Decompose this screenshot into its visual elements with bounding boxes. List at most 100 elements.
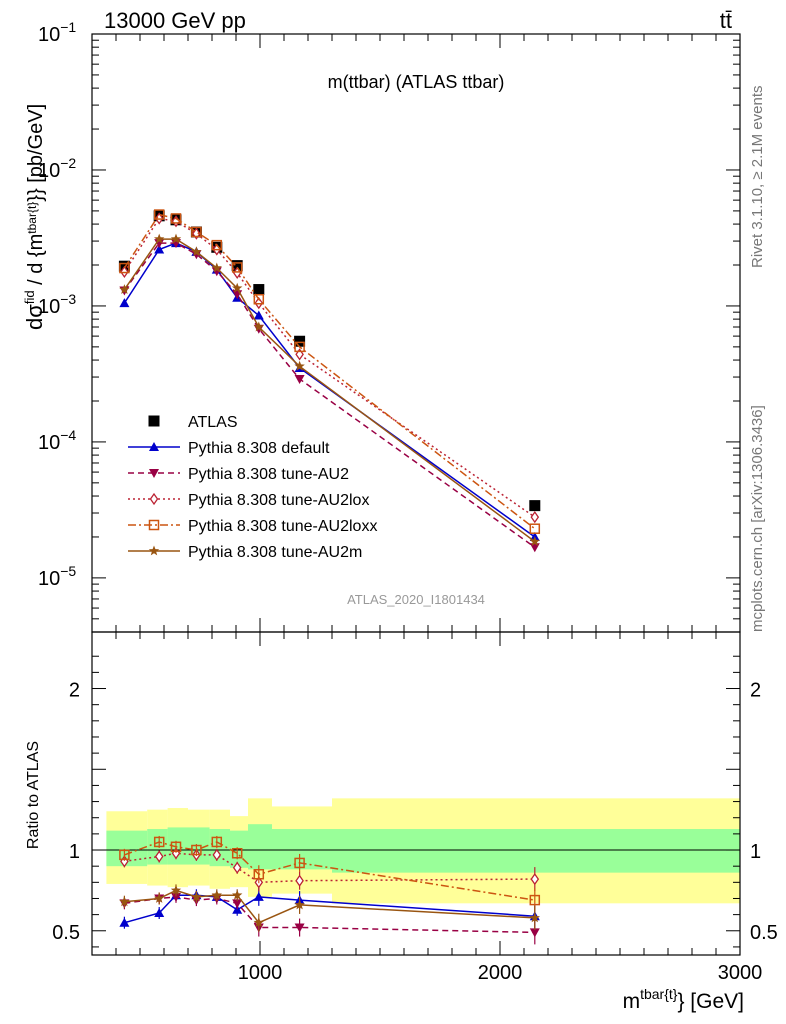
main-point-2-3 [191, 250, 202, 260]
main-ytick-label-2: 10−3 [38, 291, 76, 318]
ratio-point-3-1 [153, 836, 165, 848]
legend-item-1: Pythia 8.308 default [128, 440, 330, 457]
ratio-point-0-1 [154, 908, 165, 918]
main-point-0-7 [294, 335, 306, 347]
main-point-4-6 [253, 294, 265, 305]
main-point-4-4 [211, 239, 223, 251]
ratio-point-4-7 [294, 899, 305, 910]
ratio-ytick-label-right-2: 2 [750, 680, 761, 702]
ratio-series-4 [119, 884, 540, 932]
legend-item-2: Pythia 8.308 tune-AU2 [128, 466, 349, 483]
ratio-point-1-8 [529, 928, 540, 938]
ratio-point-4-2 [170, 884, 182, 895]
ratio-point-4-6 [253, 917, 264, 928]
main-point-4-8 [529, 523, 541, 534]
main-ytick-label-3: 10−4 [38, 427, 76, 454]
ratio-point-3-5 [231, 848, 243, 859]
ratio-xtick-label-1: 2000 [478, 962, 523, 984]
legend: ATLAS Pythia 8.308 default Pythia 8.308 tu… [128, 414, 377, 561]
legend-item-0: ATLAS [148, 414, 238, 431]
legend-label-2: Pythia 8.308 tune-AU2 [188, 466, 349, 483]
main-point-2-8 [529, 543, 540, 553]
legend-marker-3 [149, 492, 159, 506]
ratio-point-4-8 [529, 912, 540, 923]
main-point-5-1 [154, 233, 165, 244]
ratio-ytick-label-right-1: 1 [750, 841, 761, 863]
main-point-4-0 [119, 262, 130, 274]
ratio-point-2-5 [232, 861, 242, 874]
legend-marker-1 [149, 442, 159, 451]
ratio-point-4-0 [119, 896, 130, 907]
main-point-5-0 [119, 284, 130, 294]
ratio-panel: 0.5 0.5 1 1 2 2 1000 2000 3000 Ratio to ATLAS mt… [25, 631, 778, 1013]
legend-label-1: Pythia 8.308 default [188, 440, 330, 457]
header-right: tt̄ [720, 8, 732, 33]
legend-label-0: ATLAS [188, 414, 238, 431]
main-point-5-5 [232, 282, 243, 293]
ratio-point-3-3 [191, 844, 202, 856]
ratio-point-3-7 [294, 857, 305, 869]
ratio-point-4-3 [191, 891, 202, 902]
ratio-line-2 [124, 852, 535, 884]
main-point-0-8 [529, 500, 541, 512]
main-point-5-4 [211, 262, 222, 273]
main-series-4 [119, 209, 541, 534]
ratio-frame [91, 631, 741, 956]
main-ytick-label-1: 10−2 [38, 155, 76, 182]
ratio-point-4-5 [232, 889, 243, 900]
watermark: ATLAS_2020_I1801434 [347, 592, 485, 607]
ratio-point-1-7 [294, 923, 305, 933]
ratio-ytick-label-2: 2 [69, 680, 80, 702]
ratio-point-2-1 [154, 850, 164, 863]
main-point-3-8 [530, 510, 540, 524]
main-title: m(ttbar) (ATLAS ttbar) [328, 72, 505, 92]
ratio-ylabel: Ratio to ATLAS [25, 741, 42, 849]
ratio-band-inner-6 [248, 824, 272, 870]
ratio-point-2-4 [212, 848, 222, 862]
header-left: 13000 GeV pp [104, 8, 246, 33]
main-point-4-2 [170, 213, 182, 224]
ratio-band-inner-8 [332, 829, 740, 873]
legend-label-5: Pythia 8.308 tune-AU2m [188, 544, 362, 561]
ratio-point-2-8 [530, 872, 540, 886]
ratio-point-3-8 [529, 894, 541, 906]
main-series-5 [119, 233, 540, 546]
main-panel: m(ttbar) (ATLAS ttbar) ATLAS_2020_I18014… [22, 19, 741, 633]
main-point-1-0 [119, 298, 130, 308]
ratio-point-0-0 [119, 917, 130, 927]
svg-text:dσfid / d {mtbar{t}}} [pb/GeV]: dσfid / d {mtbar{t}}} [pb/GeV] [22, 104, 47, 330]
main-point-4-5 [231, 262, 243, 273]
legend-label-4: Pythia 8.308 tune-AU2loxx [188, 518, 377, 535]
main-point-5-7 [294, 360, 305, 371]
legend-item-4: Pythia 8.308 tune-AU2loxx [128, 518, 377, 535]
main-point-5-2 [170, 233, 182, 244]
main-ytick-label-0: 10−1 [38, 19, 76, 46]
ratio-xtick-label-0: 1000 [238, 962, 283, 984]
ratio-band-inner-2 [167, 827, 188, 865]
ratio-point-3-0 [119, 849, 130, 861]
ratio-point-3-4 [211, 836, 223, 848]
legend-marker-4 [148, 519, 160, 531]
main-point-2-7 [294, 375, 305, 385]
ratio-point-4-4 [211, 889, 222, 900]
legend-marker-0 [148, 415, 160, 427]
main-line-4 [123, 213, 536, 530]
ratio-point-3-6 [253, 869, 265, 880]
ratio-point-1-5 [232, 899, 243, 909]
main-point-0-5 [231, 260, 243, 272]
ratio-point-0-6 [253, 891, 264, 901]
legend-label-3: Pythia 8.308 tune-AU2lox [188, 492, 369, 509]
main-frame [91, 33, 741, 633]
ratio-point-4-1 [154, 893, 165, 903]
main-point-1-6 [253, 310, 264, 320]
ratio-point-3-2 [170, 841, 182, 853]
main-point-5-3 [191, 246, 202, 257]
ratio-point-1-2 [171, 892, 181, 902]
main-ylabel: dσfid / d {mtbar{t}}} [pb/GeV] [22, 104, 47, 330]
xlabel: mtbar{t}} [GeV] [623, 986, 744, 1013]
main-point-0-6 [253, 284, 265, 296]
mcplots-label: mcplots.cern.ch [arXiv:1306.3436] [749, 405, 766, 632]
main-point-5-6 [253, 321, 264, 332]
main-ytick-label-4: 10−5 [38, 563, 76, 590]
